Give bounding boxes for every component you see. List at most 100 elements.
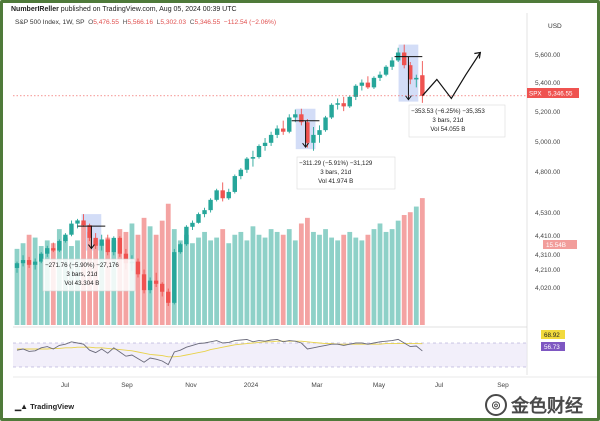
tradingview-name: TradingView	[30, 402, 75, 411]
volume-bar	[244, 240, 250, 325]
candle-body	[323, 117, 328, 131]
volume-bar	[262, 237, 268, 325]
currency-label: USD	[548, 23, 562, 30]
volume-bar	[292, 240, 298, 325]
volume-bar	[238, 231, 244, 325]
rsi-ma-badge-bg	[541, 330, 565, 339]
candle-body	[32, 261, 38, 265]
candle-body	[190, 222, 195, 227]
tradingview-logo[interactable]: ▁▲ TradingView	[15, 402, 74, 411]
volume-bar	[389, 229, 395, 325]
candle-body	[389, 60, 395, 67]
time-axis-label: Jul	[61, 382, 70, 389]
volume-bar	[220, 229, 226, 325]
chart-canvas[interactable]: USD 5,600.00 5,400.00 5,200.00 5,000.00 4,800…	[3, 3, 597, 418]
candle-body	[117, 237, 123, 254]
volume-bar	[159, 220, 165, 325]
measure-box-3-frame	[408, 104, 506, 138]
measure-box-2-frame	[296, 156, 396, 190]
measure-3-bars: 3 bars, 21d	[432, 117, 464, 124]
candle-body	[268, 134, 274, 143]
volume-bar	[335, 240, 341, 325]
candle-body	[51, 248, 56, 251]
time-axis-label: Sep	[497, 382, 509, 389]
price-tick-label: 5,200.00	[535, 109, 561, 116]
candle-body	[63, 234, 68, 242]
time-axis-label: Jul	[435, 382, 444, 389]
time-axis-label: Mar	[311, 382, 323, 389]
candle-body	[208, 199, 213, 211]
price-tick-label: 5,400.00	[535, 80, 561, 87]
site-watermark: ◎ 金色财经	[485, 392, 583, 418]
volume-bar	[38, 246, 44, 325]
volume-badge-value: 15.54B	[546, 242, 566, 249]
candle-body	[20, 260, 26, 264]
candle-body	[250, 157, 256, 159]
time-axis-label: Sep	[121, 382, 133, 389]
volume-bar	[305, 217, 310, 325]
measure-1-volume: Vol 43.304 B	[64, 280, 100, 287]
volume-bar	[177, 240, 183, 325]
candle-body	[105, 239, 110, 253]
rsi-value: 56.73	[544, 344, 560, 351]
candle-body	[335, 103, 340, 105]
candle-body	[39, 253, 44, 262]
candle-body	[153, 280, 159, 284]
candle-body	[147, 280, 153, 291]
volume-bar	[147, 226, 153, 325]
candle-body	[305, 122, 310, 143]
measure-3-arrow-head	[405, 95, 412, 101]
measure-3-change: −353.53 (−6.25%) −35,353	[411, 108, 485, 115]
rsi-ma-value: 68.92	[544, 332, 560, 339]
rsi-line	[16, 338, 423, 366]
author-name[interactable]: NumberIReller	[11, 6, 59, 13]
measure-box-1-frame	[42, 258, 136, 292]
candle-body	[111, 237, 116, 253]
candle-body	[160, 283, 165, 292]
rsi-band	[13, 343, 527, 367]
candle-body	[99, 239, 104, 246]
candle-body	[93, 237, 98, 246]
candle-body	[353, 85, 358, 97]
measure-box-3-label: −353.53 (−6.25%) −35,353 3 bars, 21d Vol…	[411, 107, 485, 134]
volume-bar	[341, 234, 347, 325]
measure-2-change: −311.29 (−5.91%) −31,129	[299, 160, 373, 167]
publisher-line: NumberIReller published on TradingView.c…	[11, 6, 237, 13]
candle-body	[359, 82, 365, 86]
volume-bar	[202, 231, 207, 325]
open-value: 5,476.55	[93, 19, 119, 26]
candle-body	[293, 114, 298, 118]
volume-bar	[256, 234, 262, 325]
volume-bar	[208, 240, 213, 325]
volume-bar	[190, 243, 195, 325]
volume-bar	[395, 220, 401, 325]
volume-bar	[135, 234, 141, 325]
last-price-value: 5,346.55	[548, 91, 573, 98]
candle-body	[123, 253, 129, 264]
candle-body	[202, 210, 207, 215]
tv-logo-icon: ▁▲	[15, 402, 28, 411]
measure-1-arrow-head	[88, 244, 95, 250]
measure-2-arrow-head	[302, 142, 309, 148]
price-tick-label: 4,020.00	[535, 285, 561, 292]
price-tick-label: 4,210.00	[535, 267, 561, 274]
symbol-title[interactable]: S&P 500 Index, 1W, SP	[15, 19, 85, 26]
published-info: published on TradingView.com, Aug 05, 20…	[58, 6, 237, 13]
change-value: −112.54 (−2.06%)	[223, 19, 277, 26]
candle-body	[214, 190, 219, 200]
low-value: 5,302.03	[160, 19, 187, 26]
measure-box-2-label: −311.29 (−5.91%) −31,129 3 bars, 21d Vol…	[299, 159, 372, 186]
volume-bar	[298, 223, 304, 325]
price-tick-label: 4,310.00	[535, 252, 561, 259]
candle-body	[232, 176, 237, 192]
candle-body	[166, 291, 171, 303]
candle-body	[256, 145, 262, 158]
candle-body	[226, 191, 231, 199]
open-label: O	[88, 19, 94, 26]
candle-body	[45, 248, 50, 254]
close-label: C	[189, 19, 195, 26]
candle-body	[184, 226, 189, 245]
candle-body	[329, 104, 334, 118]
volume-bar	[329, 237, 334, 325]
candle-body	[141, 274, 147, 291]
